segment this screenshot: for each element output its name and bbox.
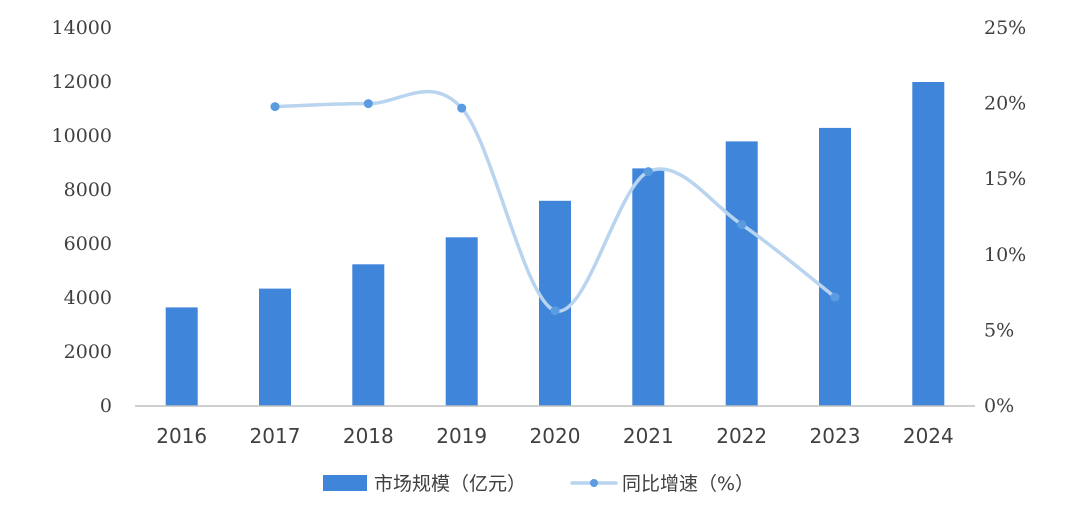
growth-point-2023 [830,292,840,302]
growth-point-2022 [737,220,747,230]
bars-layer [165,82,945,407]
growth-point-2021 [643,167,653,177]
ticks-layer: 0 2000 4000 6000 8000 10000 12000 14000 0% 5% 10% 1… [52,17,1027,448]
bar-2016 [165,307,198,406]
legend: 市场规模（亿元） 同比增速（%） [323,473,754,495]
bar-2017 [259,288,291,406]
y-left-tick-label: 14000 [52,17,112,39]
legend-label-line: 同比增速（%） [622,473,754,495]
growth-point-2019 [457,103,467,113]
y-left-tick-label: 0 [100,395,112,417]
bar-2024 [912,82,945,406]
x-tick-label: 2018 [343,424,394,448]
y-right-tick-label: 0% [984,395,1014,417]
y-right-tick-label: 25% [984,17,1026,39]
y-left-tick-label: 10000 [52,125,112,147]
legend-swatch-marker [590,479,598,487]
x-tick-label: 2020 [530,424,581,448]
y-right-tick-label: 15% [984,168,1026,190]
legend-item-bar: 市场规模（亿元） [323,473,526,495]
bar-2018 [352,264,385,407]
y-right-tick-label: 10% [984,244,1026,266]
bar-2021 [632,168,665,406]
line-layer [270,89,840,316]
growth-point-2020 [550,306,560,316]
x-tick-label: 2019 [436,424,487,448]
y-right-tick-label: 5% [984,319,1014,341]
x-tick-label: 2023 [810,424,861,448]
x-tick-label: 2016 [156,424,207,448]
y-left-tick-label: 6000 [64,233,112,255]
y-left-tick-label: 12000 [52,71,112,93]
y-left-tick-label: 2000 [64,341,112,363]
bar-2023 [819,127,851,407]
bar-2022 [725,141,758,406]
x-tick-label: 2022 [716,424,767,448]
legend-swatch-bar [323,475,367,491]
y-left-tick-label: 8000 [64,179,112,201]
growth-point-2018 [363,99,373,109]
bar-2019 [445,237,478,407]
growth-point-2017 [270,102,280,112]
legend-label-bar: 市场规模（亿元） [374,473,526,495]
legend-item-line: 同比增速（%） [570,473,754,495]
y-left-tick-label: 4000 [64,287,112,309]
x-tick-label: 2024 [903,424,954,448]
y-right-tick-label: 20% [984,93,1026,115]
x-tick-label: 2017 [250,424,301,448]
x-tick-label: 2021 [623,424,674,448]
